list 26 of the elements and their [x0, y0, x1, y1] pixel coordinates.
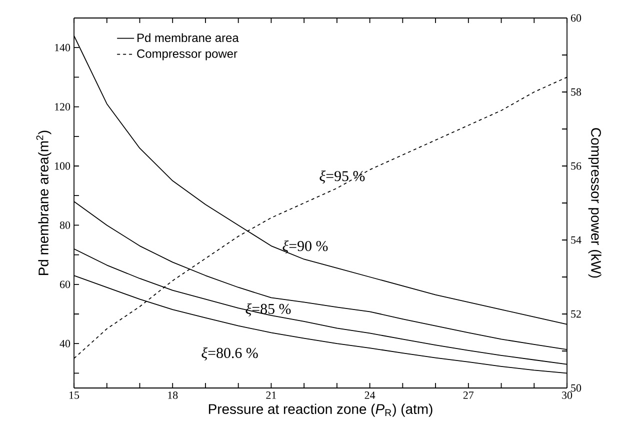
x-tick-label: 21	[266, 392, 276, 399]
x-tick-label: 24	[364, 392, 376, 399]
y-tick-label: 140	[55, 44, 70, 52]
x-tick-label: 30	[562, 392, 572, 399]
y2-tick-label: 56	[571, 162, 582, 170]
x-tick-label: 18	[168, 392, 178, 399]
annotation: ξ=90 %	[282, 240, 328, 254]
y-tick-label: 80	[60, 222, 70, 229]
y-tick-label: 40	[60, 340, 70, 348]
y-axis-title: Pd membrane area(m$^{2}$)	[36, 130, 52, 275]
x-axis-title: Pressure at reaction zone (P$_{R}$) (atm)	[208, 404, 432, 417]
y2-axis-title: Compressor power (kW)	[588, 128, 602, 278]
annotation: ξ=80.6 %	[202, 347, 258, 361]
legend-label: Pd membrane area	[138, 33, 239, 42]
y2-tick-label: 54	[571, 236, 582, 244]
y2-tick-label: 60	[570, 14, 582, 22]
x-tick-label: 27	[463, 392, 474, 399]
y-tick-label: 120	[55, 103, 70, 110]
annotation: ξ=95 %	[320, 170, 365, 184]
y2-tick-label: 52	[571, 310, 581, 318]
y2-tick-label: 50	[571, 384, 582, 392]
y2-tick-label: 58	[571, 88, 582, 96]
y-tick-label: 100	[55, 162, 70, 170]
y-tick-label: 60	[60, 280, 70, 288]
x-tick-label: 15	[69, 392, 80, 399]
legend-label: Compressor power	[137, 49, 238, 60]
